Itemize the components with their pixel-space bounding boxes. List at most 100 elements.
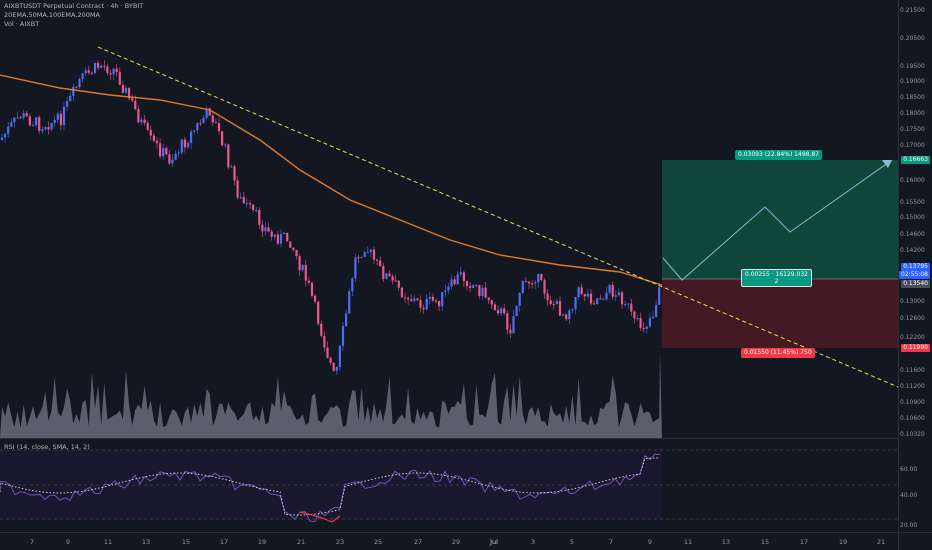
candle-body xyxy=(252,204,255,211)
candle-body xyxy=(552,304,555,306)
rsi-line xyxy=(0,453,661,523)
candle-body xyxy=(444,290,447,292)
time-tick: 19 xyxy=(257,538,267,546)
rsi-band xyxy=(0,450,662,519)
candle-body xyxy=(53,119,56,123)
candle-body xyxy=(190,131,193,143)
candle-body xyxy=(242,197,245,204)
candle-body xyxy=(78,78,81,88)
candle-body xyxy=(248,203,252,205)
candle-body xyxy=(478,285,481,297)
ma-legend[interactable]: 20EMA,50MA,100EMA,200MA xyxy=(4,11,100,19)
rsi-ma-line xyxy=(0,457,660,516)
candle-body xyxy=(360,256,363,258)
candle-body xyxy=(128,87,131,99)
candlesticks xyxy=(0,60,661,375)
time-tick: 13 xyxy=(721,538,731,546)
candle-body xyxy=(366,251,369,253)
candle-body xyxy=(131,98,134,101)
candle-body xyxy=(422,307,425,310)
candle-body xyxy=(645,326,648,329)
candle-body xyxy=(320,323,323,336)
rsi-tick: 20.00 xyxy=(900,522,918,529)
loss-zone[interactable] xyxy=(662,279,898,348)
candle-body xyxy=(431,296,434,301)
price-tick: 0.20500 xyxy=(900,35,925,42)
time-tick: 21 xyxy=(296,538,306,546)
volume-legend[interactable]: Vol · AIXBT xyxy=(4,20,40,28)
candle-body xyxy=(614,295,617,297)
candle-body xyxy=(627,303,630,305)
candle-body xyxy=(577,287,580,297)
candle-body xyxy=(636,318,639,320)
candle-body xyxy=(174,153,177,160)
candle-body xyxy=(239,197,242,199)
symbol-title[interactable]: AIXBTUSDT Perpetual Contract · 4h · BYBI… xyxy=(4,2,144,10)
candle-body xyxy=(639,318,642,328)
candle-body xyxy=(214,122,217,124)
candle-body xyxy=(56,113,59,120)
candle-body xyxy=(31,125,35,127)
price-tick: 0.12200 xyxy=(900,334,925,341)
candle-body xyxy=(75,86,78,88)
time-tick: 25 xyxy=(373,538,383,546)
entry-label[interactable]: 0.00255 · 16129.032 2 xyxy=(741,269,812,287)
descending-trendline[interactable] xyxy=(97,46,899,388)
candle-body xyxy=(236,180,239,198)
candle-body xyxy=(537,273,540,283)
projection-path[interactable] xyxy=(662,159,893,281)
time-tick: 15 xyxy=(760,538,770,546)
candle-body xyxy=(469,286,472,288)
candle-body xyxy=(558,301,562,316)
candle-body xyxy=(4,133,7,138)
candle-body xyxy=(583,294,586,297)
candle-body xyxy=(146,123,149,130)
candle-body xyxy=(593,303,596,305)
price-tick: 0.13000 xyxy=(900,298,925,305)
candle-body xyxy=(438,300,441,307)
candle-body xyxy=(47,127,50,130)
candle-body xyxy=(599,298,602,300)
candle-body xyxy=(509,329,512,334)
candle-body xyxy=(72,86,75,96)
candle-body xyxy=(565,314,568,320)
candle-body xyxy=(571,309,574,311)
target-label[interactable]: 0.03093 (22.84%) 1498.87 xyxy=(735,150,822,160)
time-tick: 13 xyxy=(141,538,151,546)
price-tick: 0.12600 xyxy=(900,315,925,322)
candle-body xyxy=(506,313,509,330)
candle-body xyxy=(493,304,496,311)
candle-body xyxy=(159,143,162,157)
candle-body xyxy=(555,301,558,305)
candle-body xyxy=(121,84,124,93)
candle-body xyxy=(602,299,605,301)
candle-body xyxy=(369,249,372,252)
candle-body xyxy=(317,301,320,324)
rsi-tick: 40.00 xyxy=(900,492,918,499)
candle-body xyxy=(289,241,292,248)
candle-body xyxy=(245,203,248,205)
time-tick: 5 xyxy=(569,538,575,546)
candle-body xyxy=(512,316,515,334)
price-tick: 0.21500 xyxy=(900,7,925,14)
candle-body xyxy=(403,297,407,299)
candle-body xyxy=(270,231,273,237)
time-tick: 3 xyxy=(530,538,536,546)
candle-body xyxy=(224,144,227,146)
stop-label[interactable]: 0.01550 (11.45%) 750 xyxy=(741,348,815,358)
candle-body xyxy=(13,117,16,123)
price-tick: 0.10320 xyxy=(900,431,925,438)
candle-body xyxy=(500,308,503,314)
price-tick: 0.14600 xyxy=(900,231,925,238)
candle-body xyxy=(372,249,376,260)
candle-body xyxy=(267,227,270,232)
candle-body xyxy=(447,286,450,291)
candle-body xyxy=(658,287,661,305)
candle-body xyxy=(103,65,106,67)
rsi-oversold-segment xyxy=(299,511,341,523)
candle-body xyxy=(521,281,524,294)
profit-zone[interactable] xyxy=(662,160,898,279)
candle-body xyxy=(286,232,289,242)
rsi-legend[interactable]: RSI (14, close, SMA, 14, 2) xyxy=(4,443,90,451)
target-price-badge: 0.16663 xyxy=(901,156,930,164)
